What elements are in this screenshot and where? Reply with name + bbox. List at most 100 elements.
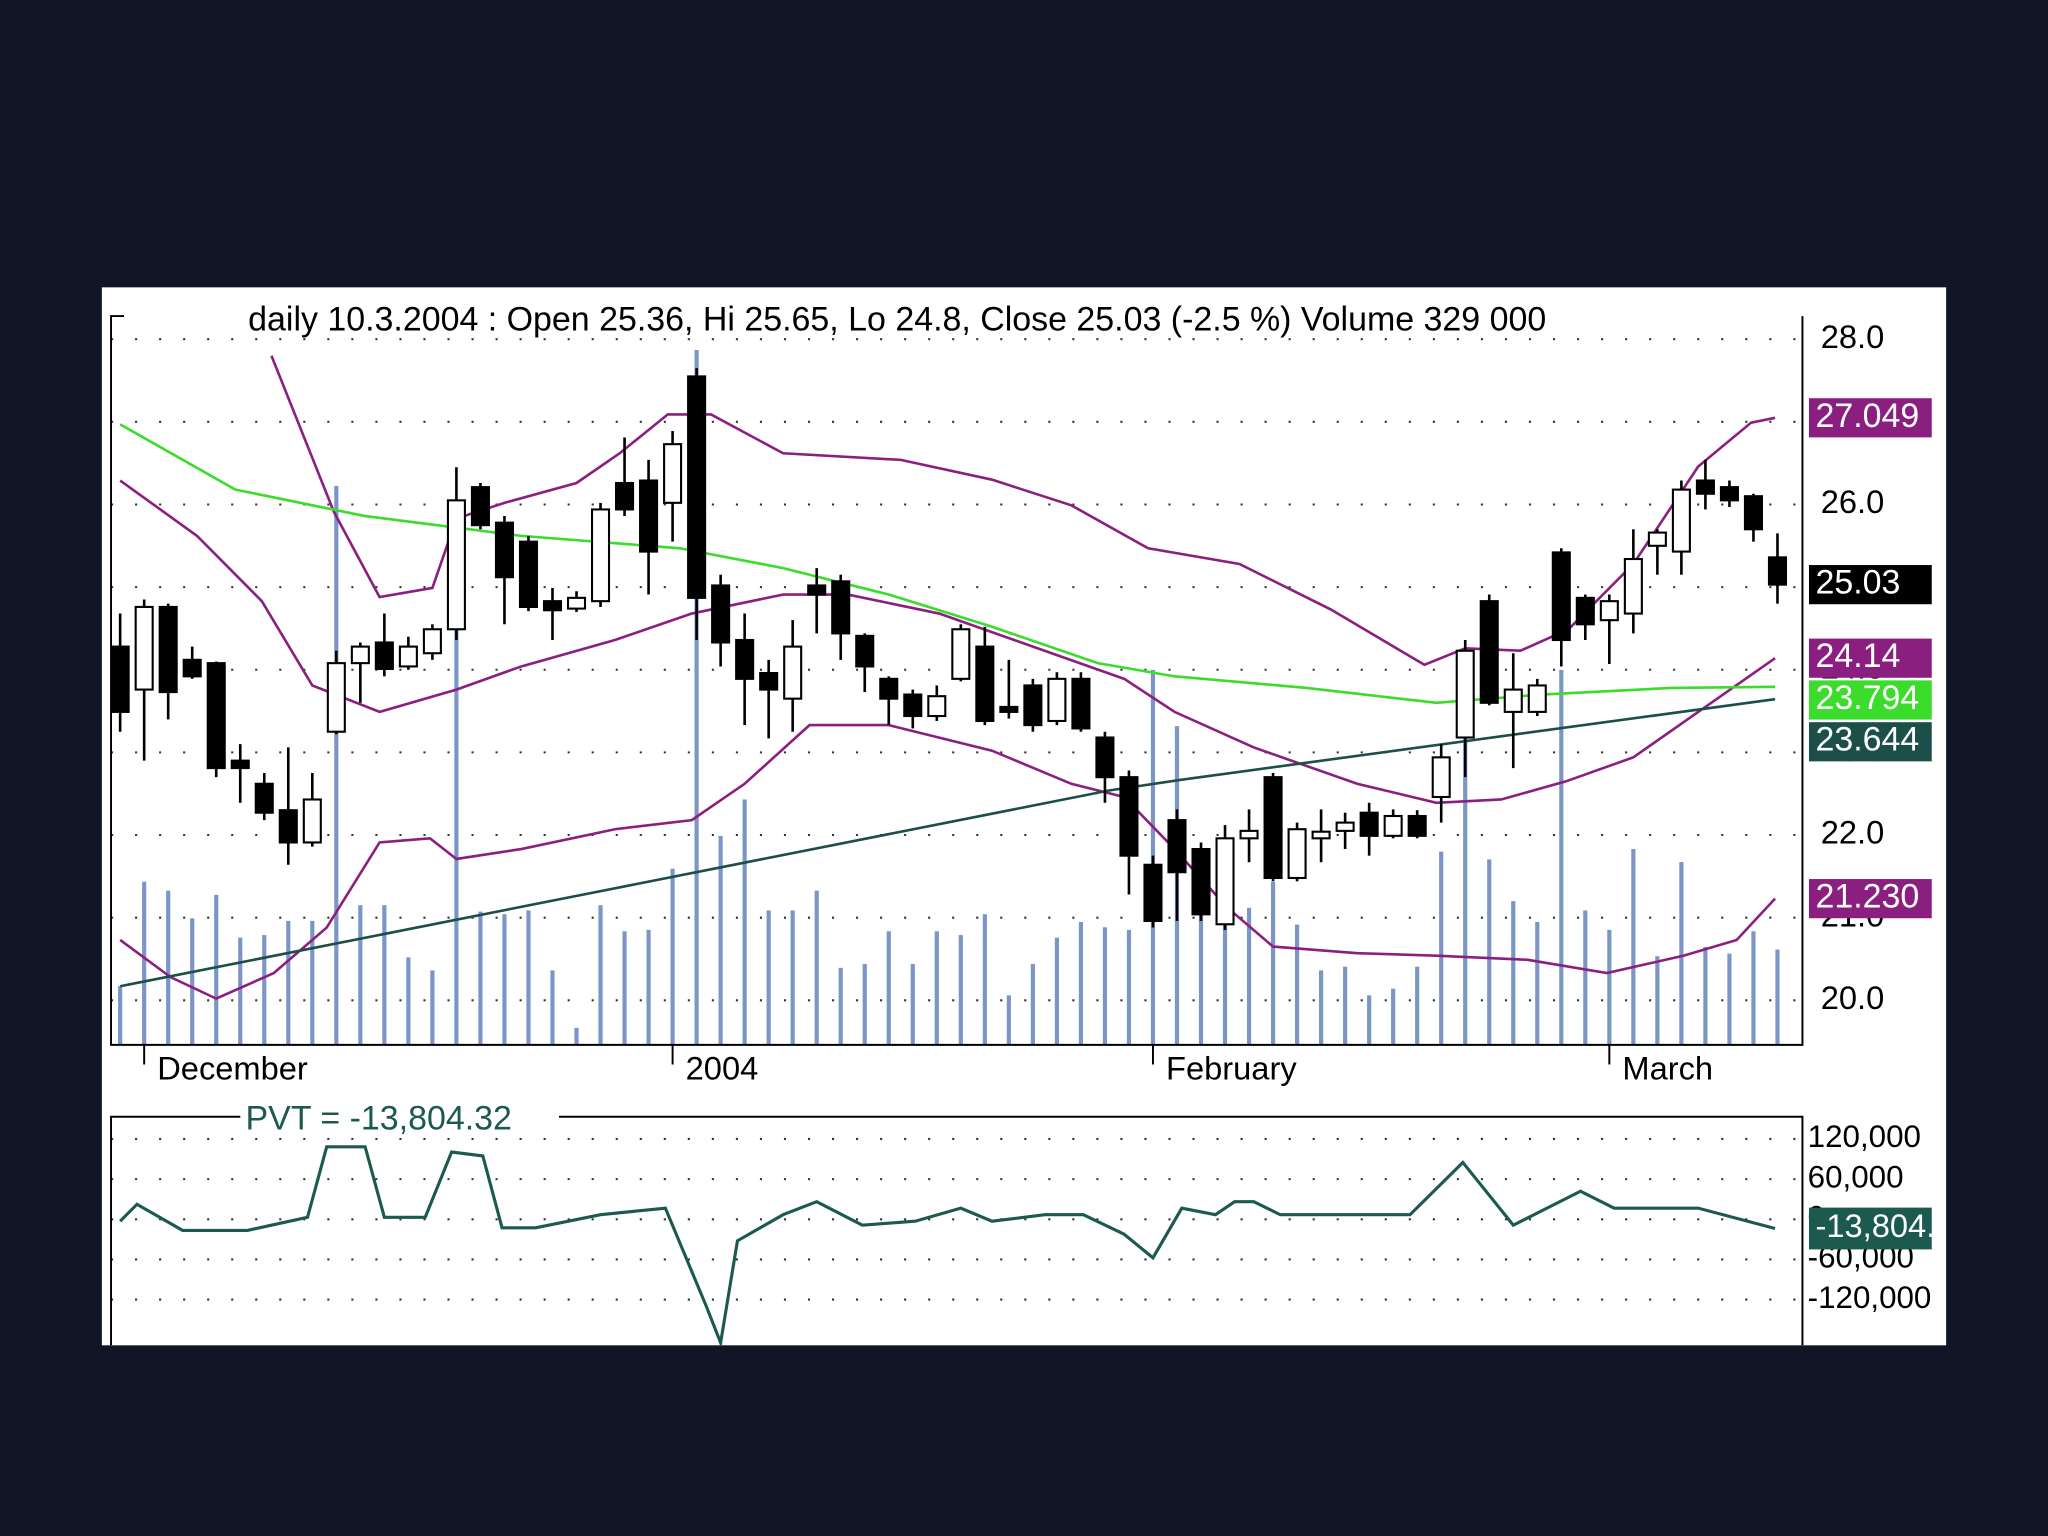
indicator-line bbox=[119, 479, 1776, 805]
volume-bar bbox=[886, 931, 891, 1045]
volume-bar bbox=[1583, 910, 1588, 1045]
candle-body bbox=[711, 584, 731, 644]
x-tick-label: March bbox=[1622, 1050, 1713, 1087]
candle-body bbox=[326, 662, 346, 733]
candle-body bbox=[759, 672, 779, 691]
candle-body bbox=[470, 486, 490, 527]
candle-body bbox=[1623, 557, 1643, 615]
candle-body bbox=[134, 605, 154, 691]
candle-body bbox=[807, 584, 827, 596]
volume-bar bbox=[310, 920, 315, 1045]
volume-bar bbox=[766, 910, 771, 1045]
candle-body bbox=[278, 809, 298, 844]
volume-bar bbox=[1679, 862, 1684, 1045]
x-tick-label: 2004 bbox=[686, 1050, 759, 1087]
candle-body bbox=[1455, 649, 1475, 739]
value-marker: 23.644 bbox=[1808, 721, 1932, 762]
volume-bar bbox=[1222, 898, 1228, 1045]
candle-body bbox=[735, 638, 755, 680]
volume-bar bbox=[1246, 907, 1252, 1045]
marker-label: 21.230 bbox=[1816, 878, 1920, 916]
volume-bar bbox=[550, 970, 555, 1045]
volume-bar bbox=[1126, 929, 1132, 1045]
candle-body bbox=[206, 662, 226, 770]
volume-bar bbox=[1391, 988, 1396, 1045]
candle-body bbox=[1191, 848, 1211, 916]
candle-body bbox=[302, 798, 322, 844]
candle-body bbox=[1215, 837, 1235, 926]
candle-body bbox=[1047, 677, 1067, 723]
value-marker: 23.794 bbox=[1808, 679, 1932, 720]
candle-body bbox=[566, 596, 587, 610]
candle-body bbox=[1095, 736, 1115, 779]
y-tick-label: 60,000 bbox=[1808, 1159, 1904, 1194]
volume-bar bbox=[646, 929, 651, 1045]
candle-body bbox=[879, 677, 899, 700]
candle-body bbox=[1263, 776, 1283, 880]
volume-bar bbox=[1511, 901, 1516, 1045]
candle-body bbox=[783, 645, 803, 700]
volume-bar bbox=[982, 914, 987, 1045]
candle-body bbox=[494, 521, 514, 579]
marker-box bbox=[1808, 638, 1932, 678]
volume-bar bbox=[574, 1027, 579, 1045]
candle-body bbox=[1767, 556, 1788, 586]
volume-bar bbox=[718, 835, 723, 1045]
volume-bar bbox=[1319, 970, 1324, 1045]
candle-body bbox=[663, 443, 683, 504]
volume-bar bbox=[622, 931, 627, 1045]
candle-body bbox=[1383, 814, 1403, 837]
volume-bar bbox=[454, 627, 459, 1045]
volume-bar bbox=[190, 918, 195, 1045]
volume-bar bbox=[814, 890, 819, 1045]
marker-box bbox=[1808, 879, 1932, 919]
volume-bar bbox=[1294, 924, 1300, 1045]
frame bbox=[110, 315, 1804, 1346]
candle-body bbox=[350, 645, 370, 665]
candle-body bbox=[254, 782, 274, 814]
volume-bar bbox=[526, 910, 531, 1045]
candle-body bbox=[398, 645, 418, 668]
value-marker: 25.03 bbox=[1808, 564, 1932, 605]
price-panel bbox=[111, 338, 1803, 1065]
candle-body bbox=[951, 628, 971, 680]
volume-bar bbox=[910, 964, 915, 1045]
candle-body bbox=[1335, 821, 1355, 832]
candle-body bbox=[1527, 684, 1547, 713]
marker-label: 24.14 bbox=[1816, 637, 1901, 675]
volume-bar bbox=[406, 957, 411, 1045]
volume-bar bbox=[1006, 995, 1011, 1045]
y-tick-label: 120,000 bbox=[1808, 1119, 1921, 1154]
titles: December 2004 February March daily 10.3.2004… bbox=[157, 300, 1713, 1138]
candle-body bbox=[1743, 495, 1763, 531]
x-tick-label: December bbox=[157, 1050, 308, 1087]
candle-body bbox=[1023, 684, 1043, 727]
volume-bar bbox=[382, 905, 387, 1045]
volume-bar bbox=[1727, 953, 1732, 1045]
y-tick-label: -120,000 bbox=[1808, 1280, 1932, 1315]
candle-body bbox=[1311, 830, 1331, 840]
candle-body bbox=[1695, 479, 1715, 495]
chart-area bbox=[101, 287, 1947, 1346]
chart-title: daily 10.3.2004 : Open 25.36, Hi 25.65, … bbox=[248, 300, 1546, 338]
volume-bar bbox=[478, 911, 483, 1045]
candle-body bbox=[182, 658, 202, 678]
pvt-line bbox=[119, 1145, 1776, 1346]
candle-body bbox=[422, 628, 442, 655]
candle-body bbox=[590, 508, 611, 603]
marker-label: 25.03 bbox=[1816, 564, 1901, 602]
candle-body bbox=[1359, 811, 1379, 837]
y-tick-label: 22.0 bbox=[1821, 814, 1885, 851]
volume-bar bbox=[262, 935, 267, 1045]
plot-area bbox=[111, 349, 1788, 1045]
indicator-line bbox=[119, 697, 1776, 988]
y-tick-label: 28.0 bbox=[1821, 318, 1885, 355]
volume-bar bbox=[1415, 966, 1420, 1045]
value-marker: 21.230 bbox=[1808, 878, 1932, 919]
y-tick-label: 26.0 bbox=[1821, 483, 1885, 520]
volume-bar bbox=[670, 868, 675, 1045]
candle-body bbox=[1287, 828, 1307, 880]
candle-body bbox=[1599, 600, 1619, 622]
value-marker: 24.14 bbox=[1808, 637, 1932, 678]
